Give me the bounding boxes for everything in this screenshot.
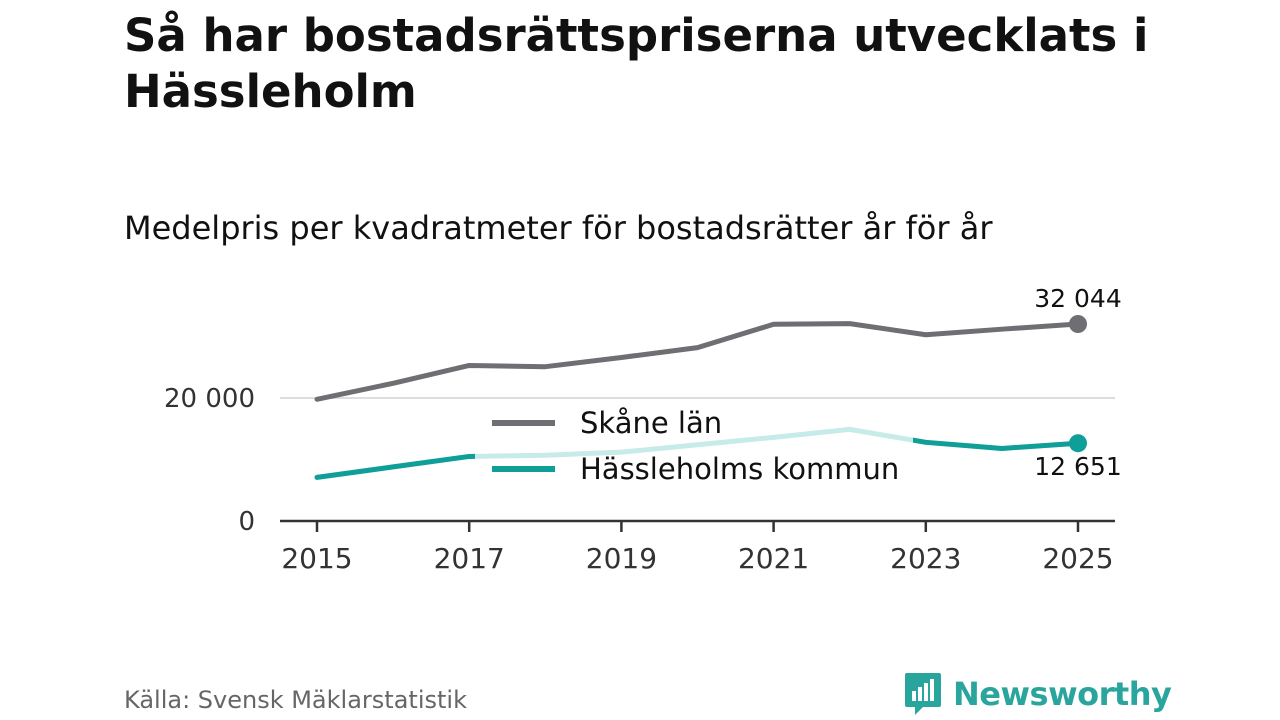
x-tick-label: 2021 bbox=[738, 542, 809, 575]
end-label-skane: 32 044 bbox=[1034, 284, 1121, 313]
series-line-skane bbox=[314, 321, 1081, 402]
chart-subtitle: Medelpris per kvadratmeter för bostadsrä… bbox=[124, 209, 993, 247]
x-tick-label: 2019 bbox=[586, 542, 657, 575]
legend: Skåne län Hässleholms kommun bbox=[492, 406, 899, 486]
y-tick-label: 20 000 bbox=[164, 384, 255, 414]
legend-label: Skåne län bbox=[580, 406, 722, 440]
chart-title: Så har bostadsrättspriserna utvecklats i… bbox=[124, 9, 1149, 118]
series-lines bbox=[314, 321, 1081, 480]
brand-name: Newsworthy bbox=[953, 675, 1172, 713]
x-tick-label: 2023 bbox=[890, 542, 961, 575]
x-tick-label: 2015 bbox=[281, 542, 352, 575]
x-tick-label: 2017 bbox=[434, 542, 505, 575]
legend-label: Hässleholms kommun bbox=[580, 452, 899, 486]
y-tick-label: 0 bbox=[238, 507, 255, 537]
end-marker-hassleholm bbox=[1069, 434, 1087, 453]
x-tick-label: 2025 bbox=[1042, 542, 1113, 575]
y-axis: 0 20 000 bbox=[164, 384, 255, 537]
end-marker-skane bbox=[1069, 315, 1087, 333]
end-markers: 32 044 12 651 bbox=[1034, 284, 1121, 481]
end-label-hassleholm: 12 651 bbox=[1034, 452, 1121, 481]
newsworthy-logo-icon bbox=[905, 673, 941, 715]
brand-logo: Newsworthy bbox=[903, 670, 1172, 718]
x-axis: 2015 2017 2019 2021 2023 2025 bbox=[280, 519, 1115, 575]
source-note: Källa: Svensk Mäklarstatistik bbox=[124, 686, 467, 714]
